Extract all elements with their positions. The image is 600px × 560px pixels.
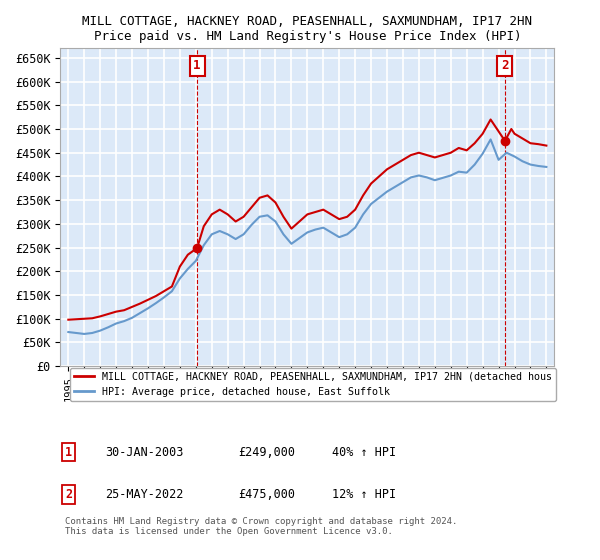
Text: £249,000: £249,000 [238,446,295,459]
Text: 2: 2 [65,488,73,501]
Text: 1: 1 [65,446,73,459]
Text: 25-MAY-2022: 25-MAY-2022 [105,488,183,501]
Text: 30-JAN-2003: 30-JAN-2003 [105,446,183,459]
Title: MILL COTTAGE, HACKNEY ROAD, PEASENHALL, SAXMUNDHAM, IP17 2HN
Price paid vs. HM L: MILL COTTAGE, HACKNEY ROAD, PEASENHALL, … [82,15,532,43]
Text: Contains HM Land Registry data © Crown copyright and database right 2024.
This d: Contains HM Land Registry data © Crown c… [65,517,458,536]
Text: £475,000: £475,000 [238,488,295,501]
Text: 12% ↑ HPI: 12% ↑ HPI [332,488,396,501]
Text: 1: 1 [193,59,201,72]
Text: 2: 2 [501,59,509,72]
Text: 40% ↑ HPI: 40% ↑ HPI [332,446,396,459]
Legend: MILL COTTAGE, HACKNEY ROAD, PEASENHALL, SAXMUNDHAM, IP17 2HN (detached hous, HPI: MILL COTTAGE, HACKNEY ROAD, PEASENHALL, … [70,367,556,400]
